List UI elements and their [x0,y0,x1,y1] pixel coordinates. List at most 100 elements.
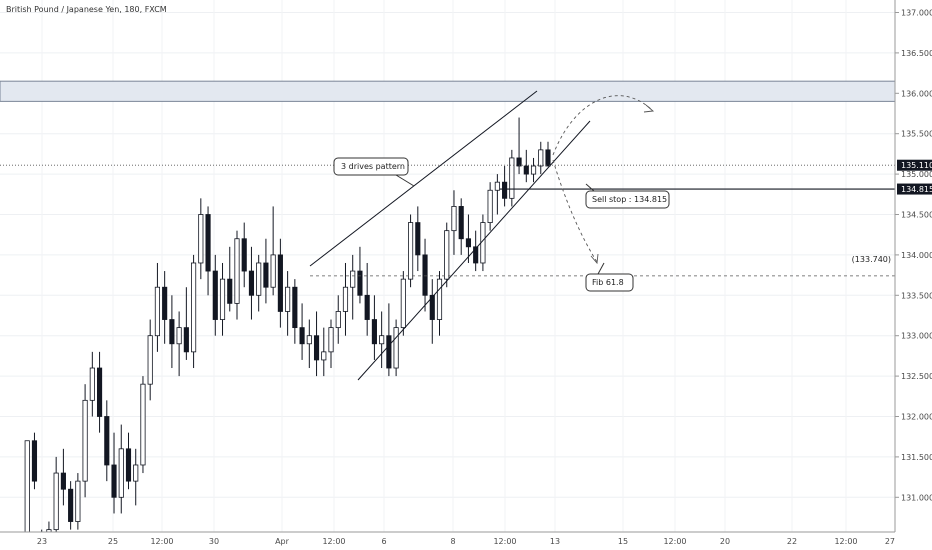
candle-body [502,181,508,199]
price-axis-panel [895,0,932,550]
candle-body [321,351,327,361]
sell-stop-box [585,190,670,209]
price-tick-label: 135.500 [901,130,932,139]
price-tick-label: 136.500 [901,49,932,58]
candle-body [516,157,522,167]
candle-body [342,286,349,312]
candle-body [154,286,160,337]
candle-body [60,472,66,490]
fib-level-label: (133.740) [852,255,891,264]
candle-body [458,206,464,240]
candle-body [523,165,529,175]
candle-body [350,270,356,288]
candle-body [191,262,197,353]
current-price-badge-box [897,159,932,171]
price-tick-label: 132.000 [901,413,932,422]
candle-body [256,262,262,296]
candle-body [415,222,421,256]
candle-body [494,181,500,191]
candle-body [408,222,414,280]
candle-body [465,238,472,248]
candle-body [299,327,305,345]
candle-body [277,254,283,312]
candle-body [386,335,392,369]
candle-body [487,189,493,223]
candle-body [371,319,377,345]
sell-stop-pointer [585,183,595,192]
current-price-label: 135.110 [901,161,932,170]
candle-body [285,286,291,312]
candle-body [328,327,334,353]
candle-body [357,270,363,296]
price-tick-label: 133.000 [901,332,932,341]
candle-body [219,278,226,320]
resistance-zone [0,80,896,102]
candle-body [248,270,255,296]
candle-body [24,440,30,543]
time-tick-label: 6 [381,537,386,546]
fib-pointer [597,262,605,275]
sell-stop-callout: Sell stop : 134.815 [585,183,670,209]
sell-stop-badge-box [897,183,932,195]
time-tick-label: 13 [550,537,560,546]
candle-body [429,294,435,320]
candle-body [111,464,117,498]
candle-body [31,440,38,482]
drives-pattern-label: 3 drives pattern [341,162,405,171]
candle-body [263,262,269,288]
candle-body [306,335,312,345]
time-tick-label: 22 [787,537,797,546]
candles [17,117,551,550]
candle-body [176,327,182,345]
candle-body [545,149,551,167]
price-tick-label: 131.500 [901,453,932,462]
candle-body [133,464,139,482]
channel-lower-line [357,120,591,381]
chart-title: British Pound / Japanese Yen, 180, FXCM [6,5,167,14]
price-tick-label: 133.500 [901,291,932,300]
time-tick-label: 12:00 [322,537,345,546]
candle-body [53,472,59,531]
time-tick-label: 20 [720,537,730,546]
fib-callout: Fib 61.8 [585,262,634,292]
drives-pattern-box [333,157,409,176]
time-axis-panel [0,532,932,550]
candle-body [530,165,537,175]
price-tick-label: 134.500 [901,211,932,220]
time-tick-label: 15 [618,537,628,546]
candle-body [104,416,110,466]
candle-body [89,367,95,401]
candle-body [400,278,406,329]
time-tick-label: 12:00 [493,537,516,546]
current-price-badge: 135.110 [897,159,932,171]
price-tick-label: 137.000 [901,9,932,18]
candle-body [379,335,385,345]
sell-stop-price-label: 134.815 [901,185,932,194]
time-tick-label: 25 [108,537,118,546]
time-tick-label: 12:00 [150,537,173,546]
candle-body [68,488,74,522]
candle-body [227,278,233,304]
price-tick-label: 134.000 [901,251,932,260]
time-tick-label: Apr [275,537,290,546]
candle-body [270,254,276,288]
time-tick-label: 30 [209,537,219,546]
candle-body [422,254,428,296]
candle-body [335,311,341,329]
projected-down-path [552,159,598,263]
grid [0,0,896,539]
candle-body [96,367,103,417]
candle-body [118,448,124,498]
candle-body [393,327,399,369]
time-tick-label: 12:00 [663,537,686,546]
candle-body [162,286,168,320]
candle-body [169,319,175,345]
projected-up-path [552,95,653,156]
candle-body [183,327,189,353]
price-tick-label: 135.000 [901,170,932,179]
candle-body [436,278,443,320]
candle-body [198,214,204,264]
candle-body [234,238,240,304]
